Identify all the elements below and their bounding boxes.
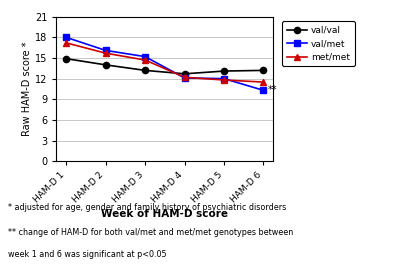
- val/val: [221, 70, 226, 73]
- Text: ** change of HAM-D for both val/met and met/met genotypes between: ** change of HAM-D for both val/met and …: [8, 228, 293, 237]
- Legend: val/val, val/met, met/met: val/val, val/met, met/met: [282, 21, 354, 66]
- met/met: [103, 51, 108, 55]
- val/val: [64, 57, 69, 60]
- met/met: [260, 80, 265, 84]
- Text: week 1 and 6 was significant at p<0.05: week 1 and 6 was significant at p<0.05: [8, 250, 166, 259]
- val/met: [64, 36, 69, 39]
- val/met: [182, 76, 186, 80]
- met/met: [221, 78, 226, 82]
- met/met: [182, 76, 186, 79]
- met/met: [64, 41, 69, 44]
- val/val: [103, 63, 108, 66]
- val/met: [142, 55, 147, 58]
- Text: **: **: [267, 85, 277, 95]
- Line: met/met: met/met: [63, 40, 266, 85]
- met/met: [142, 58, 147, 62]
- val/val: [142, 69, 147, 72]
- val/met: [260, 89, 265, 92]
- Line: val/val: val/val: [63, 56, 266, 77]
- val/met: [221, 77, 226, 80]
- Y-axis label: Raw HAM-D score *: Raw HAM-D score *: [22, 42, 32, 136]
- val/val: [182, 72, 186, 76]
- Line: val/met: val/met: [63, 34, 266, 93]
- X-axis label: Week of HAM-D score: Week of HAM-D score: [101, 209, 228, 219]
- Text: * adjusted for age, gender and family history of psychiatric disorders: * adjusted for age, gender and family hi…: [8, 203, 286, 212]
- val/val: [260, 69, 265, 72]
- val/met: [103, 49, 108, 52]
